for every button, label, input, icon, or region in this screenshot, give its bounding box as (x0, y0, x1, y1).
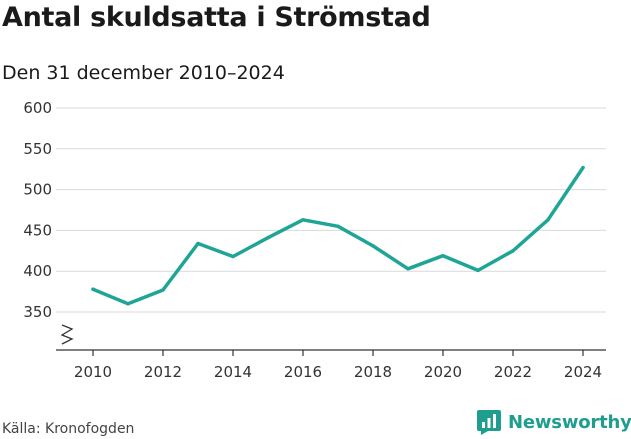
chart-title: Antal skuldsatta i Strömstad (2, 2, 431, 33)
bar-chart-icon (477, 410, 501, 435)
data-point (441, 253, 445, 258)
data-point (266, 236, 270, 240)
x-tick-label: 2014 (214, 363, 252, 381)
data-point (406, 267, 410, 271)
data-point (581, 165, 585, 170)
y-tick-label: 350 (23, 303, 52, 321)
source-note: Källa: Kronofogden (2, 421, 135, 437)
x-tick-label: 2010 (74, 363, 112, 381)
data-point (336, 224, 340, 229)
x-tick-label: 2024 (564, 363, 602, 381)
data-point (546, 218, 550, 222)
x-tick-label: 2022 (494, 363, 532, 381)
x-tick-label: 2012 (144, 363, 182, 381)
data-point (231, 254, 235, 259)
y-tick-label: 550 (23, 140, 52, 158)
x-tick-label: 2020 (424, 363, 462, 381)
y-tick-label: 500 (23, 181, 52, 199)
data-point (511, 249, 515, 253)
line-chart: 350 400 450 500 550 600 2010 2012 2014 2016 2018 20… (23, 99, 606, 381)
brand-logo: Newsworthy (476, 409, 631, 435)
data-point (371, 244, 375, 248)
zigzag-break-icon (60, 324, 74, 345)
chart-subtitle: Den 31 december 2010–2024 (2, 62, 285, 84)
x-tick-label: 2018 (354, 363, 392, 381)
data-point (196, 241, 200, 246)
y-tick-label: 600 (23, 99, 52, 117)
x-tick-label: 2016 (284, 363, 322, 381)
brand-name: Newsworthy (508, 411, 631, 433)
data-point (126, 302, 130, 306)
y-tick-label: 400 (23, 262, 52, 280)
data-point (161, 288, 165, 292)
y-tick-label: 450 (23, 221, 52, 239)
series-line (91, 165, 585, 306)
data-point (91, 287, 95, 291)
data-point (301, 218, 305, 222)
data-point (476, 268, 480, 273)
